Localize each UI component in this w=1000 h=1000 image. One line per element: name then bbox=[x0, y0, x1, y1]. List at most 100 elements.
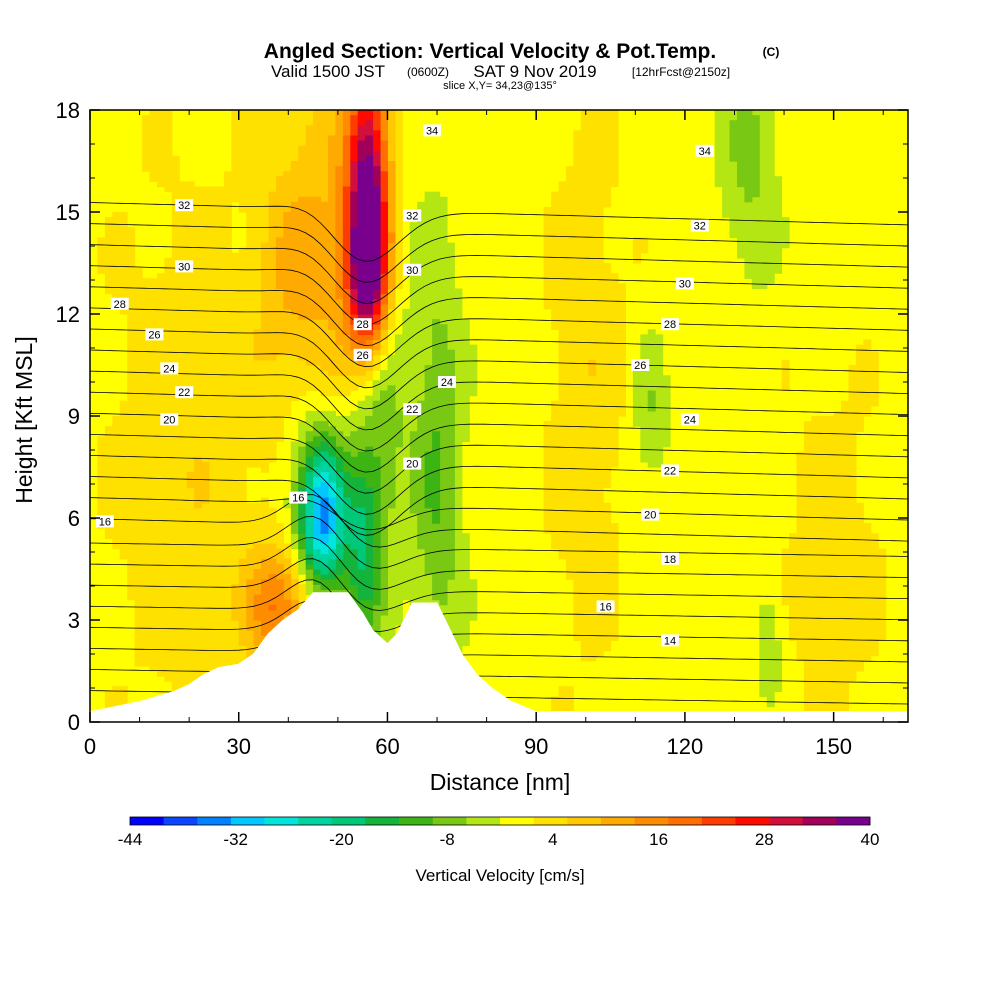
colorbar-swatch-2 bbox=[197, 817, 232, 825]
velocity-band-13 bbox=[320, 497, 329, 534]
colorbar-swatch-19 bbox=[769, 817, 804, 825]
contour-label-text: 18 bbox=[664, 554, 676, 566]
colorbar-tick-labels: -44 -32 -20 -8 4 16 28 40 bbox=[118, 830, 880, 849]
y-axis-label: Height [Kft MSL] bbox=[11, 336, 37, 503]
isentrope-35 bbox=[90, 223, 908, 283]
y-tick-label: 18 bbox=[56, 98, 80, 123]
contour-label-text: 28 bbox=[114, 299, 126, 311]
contour-label-14: 24 bbox=[160, 362, 179, 375]
contour-label-text: 16 bbox=[599, 601, 611, 613]
contour-label-8: 28 bbox=[110, 297, 129, 311]
plot-area bbox=[90, 110, 908, 722]
contour-label-4: 32 bbox=[690, 219, 709, 233]
contour-label-text: 22 bbox=[178, 387, 190, 399]
velocity-band-7 bbox=[298, 431, 441, 626]
isentrope-33 bbox=[90, 265, 908, 325]
colorbar-tick-label: -44 bbox=[118, 830, 143, 849]
y-tick-label: 15 bbox=[56, 200, 80, 225]
velocity-band-9 bbox=[305, 451, 366, 575]
contour-label-5: 30 bbox=[175, 260, 194, 273]
terrain bbox=[90, 592, 908, 722]
contour-label-21: 20 bbox=[403, 457, 422, 471]
contour-label-text: 26 bbox=[357, 350, 369, 362]
isentrope-34 bbox=[90, 244, 908, 304]
contour-label-text: 30 bbox=[178, 261, 190, 273]
isentrope-15 bbox=[90, 621, 908, 675]
colorbar-tick-label: 28 bbox=[755, 830, 774, 849]
colorbar-tick-label: 4 bbox=[548, 830, 557, 849]
contour-label-0: 34 bbox=[423, 124, 442, 137]
contour-label-text: 28 bbox=[664, 319, 676, 331]
y-tick-label: 0 bbox=[68, 710, 80, 735]
contour-label-text: 22 bbox=[664, 465, 676, 477]
contour-label-text: 20 bbox=[644, 510, 656, 522]
contour-label-text: 32 bbox=[406, 210, 418, 222]
colorbar-swatch-9 bbox=[432, 817, 467, 825]
isentrope-20 bbox=[90, 516, 908, 569]
isentrope-28 bbox=[90, 370, 908, 431]
isentrope-30 bbox=[90, 328, 908, 389]
contour-label-text: 26 bbox=[148, 329, 160, 341]
contour-label-20: 20 bbox=[160, 413, 179, 426]
contour-label-text: 16 bbox=[99, 516, 111, 528]
colorbar-tick-label: -8 bbox=[440, 830, 455, 849]
colorbar-swatch-17 bbox=[701, 817, 736, 825]
isentrope-25 bbox=[90, 434, 908, 494]
contour-label-11: 26 bbox=[145, 328, 164, 341]
valid-time: Valid 1500 JST bbox=[271, 62, 385, 81]
colorbar-swatch-6 bbox=[331, 817, 366, 825]
x-tick-label: 30 bbox=[226, 734, 250, 759]
colorbar-swatch-16 bbox=[668, 817, 703, 825]
velocity-band-0 bbox=[97, 110, 887, 722]
isentrope-27 bbox=[90, 391, 908, 452]
contour-label-text: 26 bbox=[634, 360, 646, 372]
colorbar-swatch-15 bbox=[634, 817, 669, 825]
potential-temperature-contours bbox=[90, 202, 908, 722]
slice-info: slice X,Y= 34,23@135° bbox=[443, 80, 557, 92]
contour-label-text: 14 bbox=[664, 635, 676, 647]
isentrope-16 bbox=[90, 600, 908, 654]
contour-label-text: 22 bbox=[406, 404, 418, 416]
colorbar-swatch-12 bbox=[533, 817, 568, 825]
contour-label-6: 30 bbox=[403, 263, 422, 277]
y-tick-label: 9 bbox=[68, 404, 80, 429]
contour-label-text: 24 bbox=[163, 363, 175, 375]
contour-label-3: 32 bbox=[403, 209, 422, 222]
y-tick-label: 6 bbox=[68, 506, 80, 531]
colorbar-tick-label: -20 bbox=[329, 830, 354, 849]
colorbar-tick-label: -32 bbox=[223, 830, 248, 849]
velocity-band-8 bbox=[298, 441, 374, 601]
velocity-band-3 bbox=[253, 110, 396, 641]
colorbar-swatch-5 bbox=[298, 817, 333, 825]
x-tick-label: 60 bbox=[375, 734, 399, 759]
contour-label-17: 22 bbox=[175, 386, 194, 399]
colorbar-swatch-1 bbox=[163, 817, 198, 825]
isentrope-29 bbox=[90, 349, 908, 410]
colorbar-swatch-4 bbox=[264, 817, 299, 825]
colorbar-tick-label: 16 bbox=[649, 830, 668, 849]
velocity-band-2 bbox=[246, 110, 396, 657]
colorbar-swatch-8 bbox=[399, 817, 434, 825]
isentrope-18 bbox=[90, 558, 908, 611]
contour-label-15: 24 bbox=[437, 376, 456, 389]
colorbar-swatch-0 bbox=[130, 817, 164, 825]
contour-label-13: 26 bbox=[631, 359, 650, 372]
contour-label-text: 24 bbox=[684, 414, 696, 426]
isentrope-23 bbox=[90, 476, 908, 536]
title-units: (C) bbox=[763, 45, 780, 59]
isentrope-31 bbox=[90, 307, 908, 368]
x-tick-label: 90 bbox=[524, 734, 548, 759]
contour-label-text: 24 bbox=[441, 377, 453, 389]
contour-label-text: 30 bbox=[679, 278, 691, 290]
vertical-velocity-field bbox=[90, 110, 908, 722]
contour-label-9: 28 bbox=[353, 318, 372, 331]
valid-date: SAT 9 Nov 2019 bbox=[473, 62, 596, 81]
velocity-band-18 bbox=[350, 155, 381, 305]
contour-label-7: 30 bbox=[675, 277, 694, 290]
contour-label-text: 16 bbox=[292, 493, 304, 505]
velocity-band-5 bbox=[283, 110, 790, 722]
isentrope-22 bbox=[90, 497, 908, 531]
contour-label-23: 18 bbox=[661, 552, 680, 566]
colorbar-swatch-21 bbox=[836, 817, 871, 825]
colorbar-frame bbox=[129, 816, 871, 826]
